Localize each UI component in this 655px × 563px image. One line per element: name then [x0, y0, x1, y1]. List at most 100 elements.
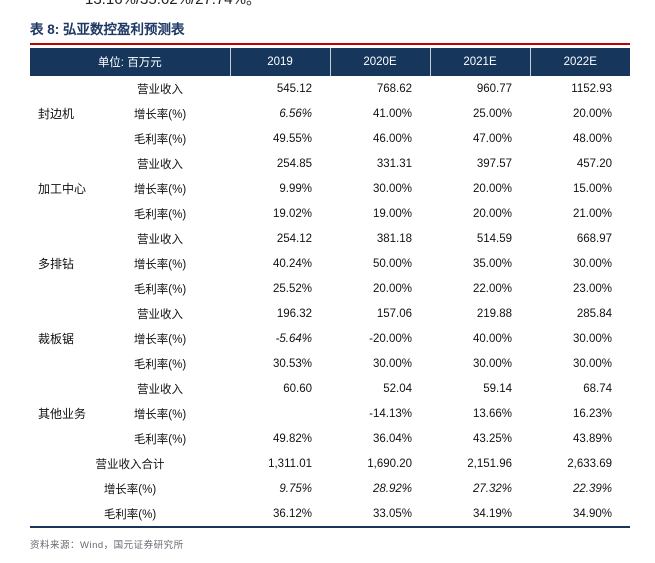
- value-cell: 59.14: [430, 376, 531, 401]
- category-cell: 裁板锯: [30, 301, 90, 376]
- value-cell: 30.00%: [430, 351, 531, 376]
- metric-cell: 毛利率(%): [90, 126, 231, 151]
- value-cell: 668.97: [530, 226, 631, 251]
- value-cell: 397.57: [430, 151, 531, 176]
- value-cell: 285.84: [530, 301, 631, 326]
- value-cell: 50.00%: [330, 251, 431, 276]
- table-row: 其他业务 营业收入 60.60 52.04 59.14 68.74: [30, 376, 631, 451]
- value-cell: 30.00%: [330, 176, 431, 201]
- category-cell: 封边机: [30, 76, 90, 151]
- value-cell: 68.74: [530, 376, 631, 401]
- value-cell: 22.00%: [430, 276, 531, 301]
- table-summary-row: 增长率(%) 9.75% 28.92% 27.32% 22.39%: [30, 476, 631, 501]
- table-row: 毛利率(%) 49.82% 36.04% 43.25% 43.89%: [30, 426, 631, 451]
- header-2021e: 2021E: [429, 48, 531, 76]
- value-cell: 9.75%: [230, 476, 331, 501]
- value-cell: 46.00%: [330, 126, 431, 151]
- metric-cell: 营业收入: [90, 376, 231, 401]
- table-row: 多排钻 营业收入 254.12 381.18 514.59 668.97: [30, 226, 631, 301]
- table-summary-row: 毛利率(%) 36.12% 33.05% 34.19% 34.90%: [30, 501, 631, 527]
- value-cell: 36.04%: [330, 426, 431, 451]
- metric-cell: 增长率(%): [90, 326, 231, 351]
- value-cell: 15.00%: [530, 176, 631, 201]
- value-cell: 30.00%: [530, 326, 631, 351]
- value-cell: 457.20: [530, 151, 631, 176]
- value-cell: 6.56%: [230, 101, 331, 126]
- metric-cell: 增长率(%): [90, 176, 231, 201]
- header-2019: 2019: [229, 48, 331, 76]
- table-caption: 表 8: 弘亚数控盈利预测表: [30, 18, 630, 45]
- value-cell: 20.00%: [430, 201, 531, 226]
- value-cell: 381.18: [330, 226, 431, 251]
- value-cell: 41.00%: [330, 101, 431, 126]
- value-cell: 49.82%: [230, 426, 331, 451]
- table-row: 增长率(%) -5.64% -20.00% 40.00% 30.00%: [30, 326, 631, 351]
- header-2022e: 2022E: [529, 48, 631, 76]
- truncated-paragraph: 13.16%/35.62%/27.74%。: [85, 0, 655, 11]
- table-row: 毛利率(%) 30.53% 30.00% 30.00% 30.00%: [30, 351, 631, 376]
- value-cell: 34.90%: [530, 501, 631, 527]
- value-cell: 21.00%: [530, 201, 631, 226]
- value-cell: 34.19%: [430, 501, 531, 527]
- value-cell: [230, 401, 331, 426]
- value-cell: 20.00%: [530, 101, 631, 126]
- metric-cell: 毛利率(%): [90, 201, 231, 226]
- value-cell: 219.88: [430, 301, 531, 326]
- value-cell: 9.99%: [230, 176, 331, 201]
- table-row: 封边机 营业收入 545.12 768.62 960.77 1152.93: [30, 76, 631, 151]
- value-cell: 2,151.96: [430, 451, 531, 476]
- value-cell: 545.12: [230, 76, 331, 101]
- value-cell: 49.55%: [230, 126, 331, 151]
- value-cell: 40.00%: [430, 326, 531, 351]
- metric-cell: 毛利率(%): [90, 426, 231, 451]
- value-cell: 60.60: [230, 376, 331, 401]
- truncated-paragraph-text: 13.16%/35.62%/27.74%。: [85, 0, 655, 11]
- value-cell: 43.89%: [530, 426, 631, 451]
- header-unit-cell: 单位: 百万元: [30, 48, 231, 76]
- value-cell: 16.23%: [530, 401, 631, 426]
- value-cell: 22.39%: [530, 476, 631, 501]
- table-row: 毛利率(%) 49.55% 46.00% 47.00% 48.00%: [30, 126, 631, 151]
- value-cell: 196.32: [230, 301, 331, 326]
- metric-cell: 营业收入: [90, 226, 231, 251]
- metric-cell: 增长率(%): [90, 401, 231, 426]
- value-cell: 13.66%: [430, 401, 531, 426]
- table-row: 加工中心 营业收入 254.85 331.31 397.57 457.20: [30, 151, 631, 226]
- metric-cell: 毛利率(%): [90, 276, 231, 301]
- header-2020e: 2020E: [329, 48, 431, 76]
- value-cell: 28.92%: [330, 476, 431, 501]
- table-summary-row: 营业收入合计 1,311.01 1,690.20 2,151.96 2,633.69: [30, 451, 631, 476]
- value-cell: 20.00%: [430, 176, 531, 201]
- value-cell: 254.85: [230, 151, 331, 176]
- value-cell: 331.31: [330, 151, 431, 176]
- value-cell: 20.00%: [330, 276, 431, 301]
- value-cell: 40.24%: [230, 251, 331, 276]
- value-cell: 36.12%: [230, 501, 331, 527]
- value-cell: 30.00%: [330, 351, 431, 376]
- table-row: 增长率(%) -14.13% 13.66% 16.23%: [30, 401, 631, 426]
- value-cell: 35.00%: [430, 251, 531, 276]
- value-cell: 1152.93: [530, 76, 631, 101]
- value-cell: 43.25%: [430, 426, 531, 451]
- value-cell: 30.53%: [230, 351, 331, 376]
- metric-cell: 毛利率(%): [90, 351, 231, 376]
- value-cell: 960.77: [430, 76, 531, 101]
- value-cell: 768.62: [330, 76, 431, 101]
- profit-forecast-table: 单位: 百万元 2019 2020E 2021E 2022E 封边机 营业收入 54…: [30, 48, 631, 528]
- value-cell: 2,633.69: [530, 451, 631, 476]
- value-cell: -20.00%: [330, 326, 431, 351]
- value-cell: 19.02%: [230, 201, 331, 226]
- category-cell: 多排钻: [30, 226, 90, 301]
- value-cell: 47.00%: [430, 126, 531, 151]
- value-cell: -14.13%: [330, 401, 431, 426]
- source-note: 资料来源：Wind，国元证券研究所: [30, 540, 184, 551]
- value-cell: 27.32%: [430, 476, 531, 501]
- table-row: 增长率(%) 40.24% 50.00% 35.00% 30.00%: [30, 251, 631, 276]
- table-row: 毛利率(%) 25.52% 20.00% 22.00% 23.00%: [30, 276, 631, 301]
- value-cell: 1,311.01: [230, 451, 331, 476]
- value-cell: 33.05%: [330, 501, 431, 527]
- table-row: 增长率(%) 9.99% 30.00% 20.00% 15.00%: [30, 176, 631, 201]
- value-cell: 157.06: [330, 301, 431, 326]
- table-row: 毛利率(%) 19.02% 19.00% 20.00% 21.00%: [30, 201, 631, 226]
